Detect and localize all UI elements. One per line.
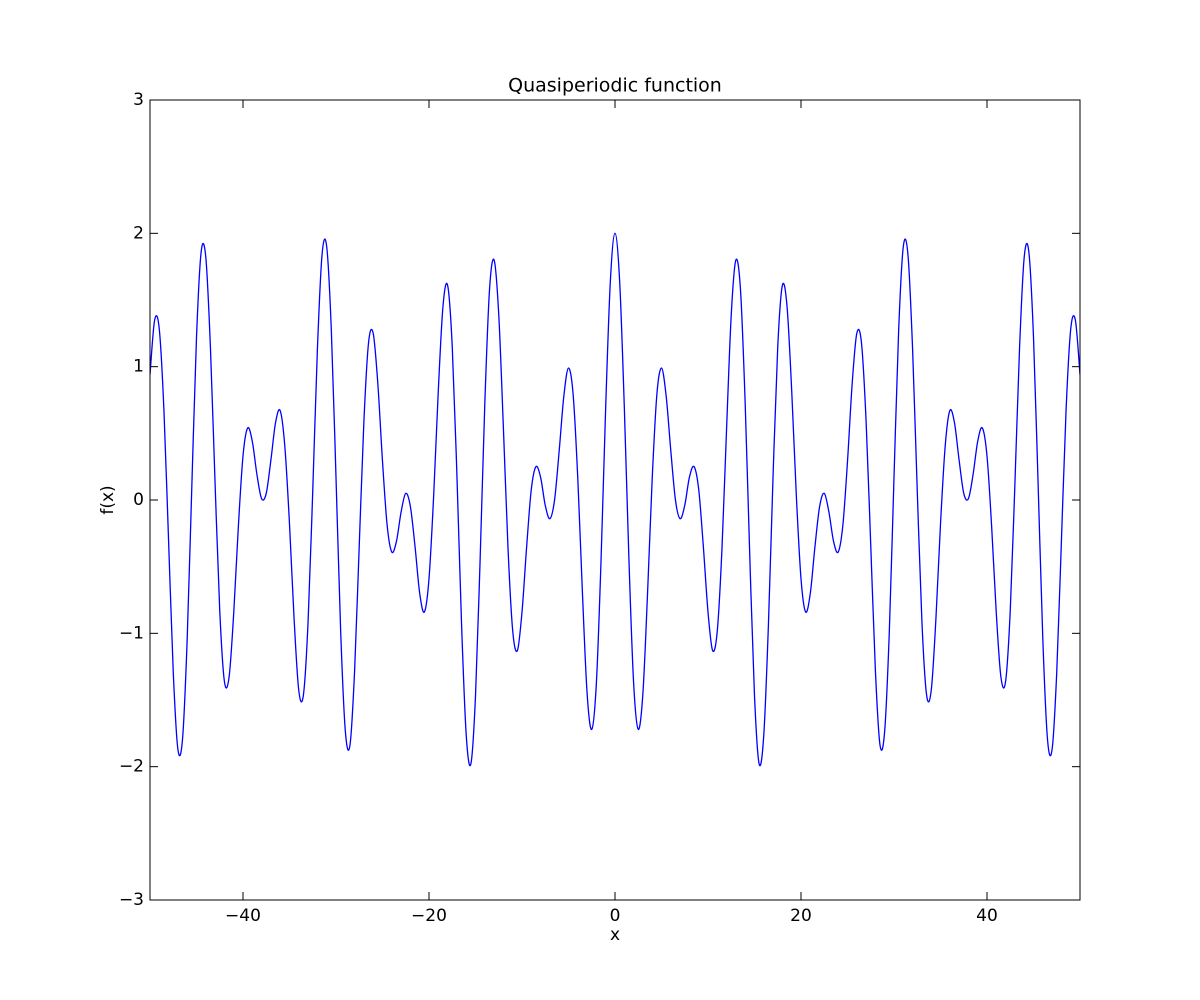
chart-title: Quasiperiodic function bbox=[508, 75, 722, 97]
data-line bbox=[150, 232, 1080, 767]
x-tick-label: −40 bbox=[225, 906, 261, 926]
y-tick-label: −1 bbox=[119, 623, 144, 643]
y-tick-label: 1 bbox=[133, 357, 144, 377]
x-tick-label: 0 bbox=[610, 906, 621, 926]
x-axis-label: x bbox=[610, 925, 620, 945]
y-tick-label: 2 bbox=[133, 223, 144, 243]
x-tick-label: −20 bbox=[411, 906, 447, 926]
x-tick-label: 40 bbox=[976, 906, 998, 926]
y-tick-label: 0 bbox=[133, 490, 144, 510]
y-tick-label: −3 bbox=[119, 890, 144, 910]
y-tick-label: 3 bbox=[133, 90, 144, 110]
plot-frame bbox=[149, 99, 1081, 901]
y-tick-label: −2 bbox=[119, 757, 144, 777]
x-tick-label: 20 bbox=[790, 906, 812, 926]
y-axis-label: f(x) bbox=[98, 485, 118, 514]
